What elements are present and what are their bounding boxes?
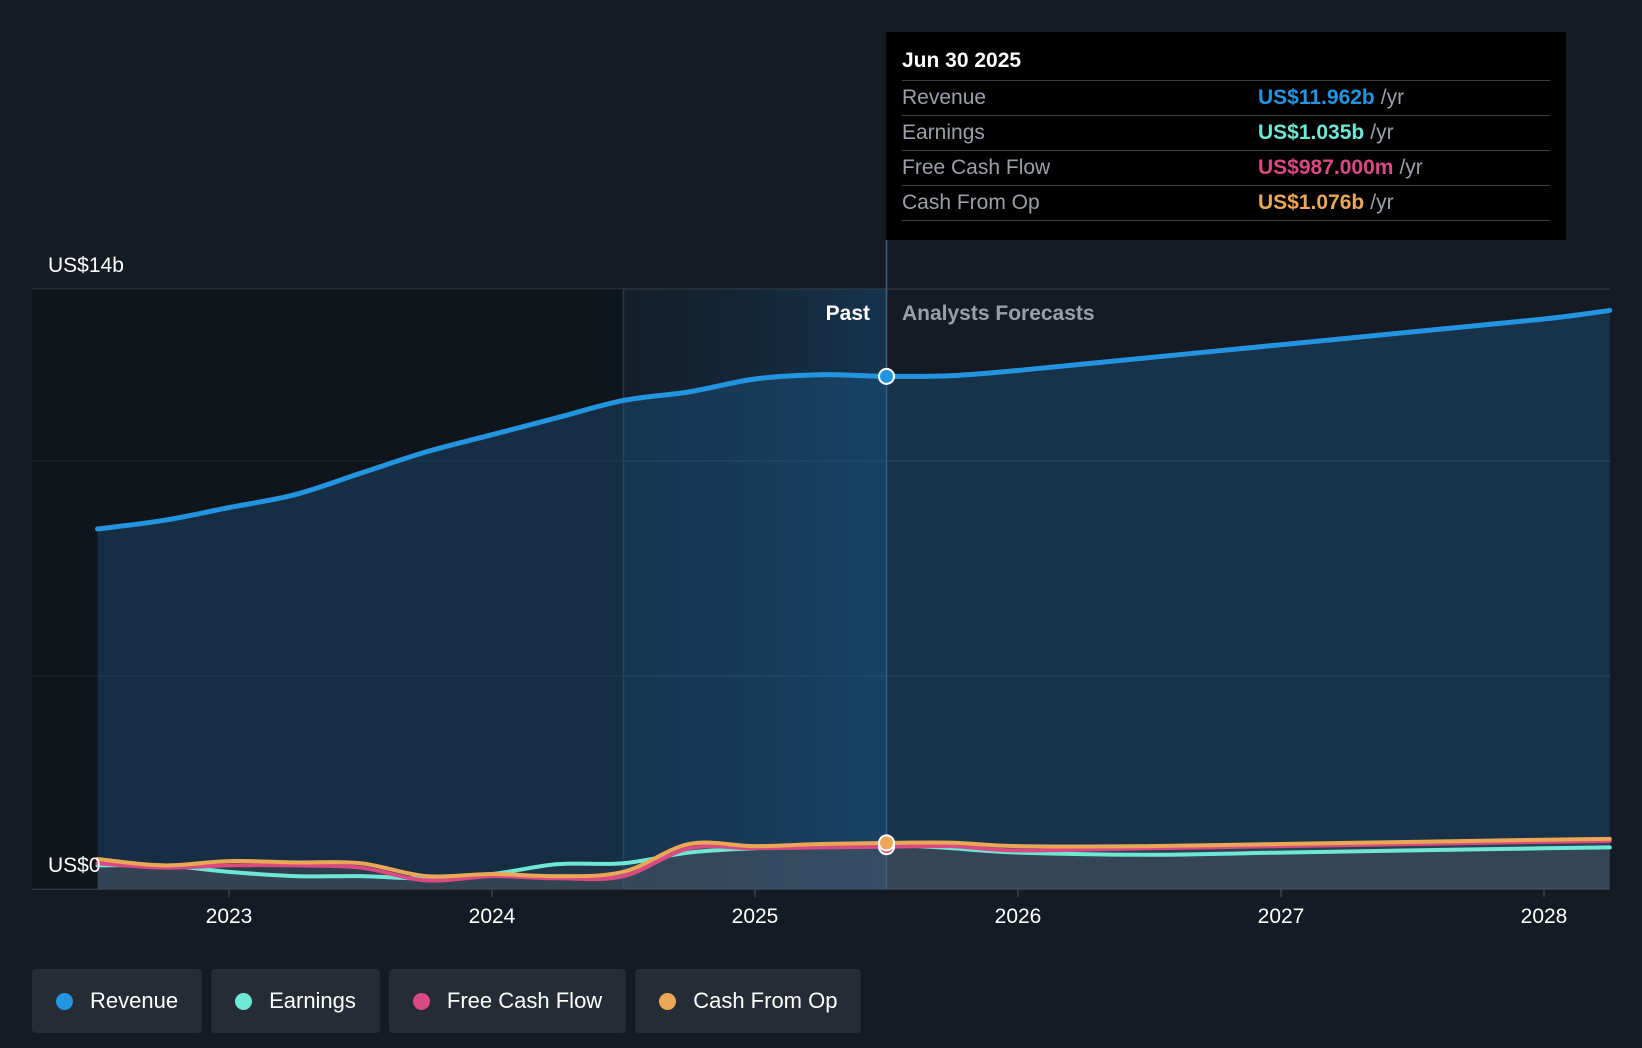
series-areas [97, 310, 1610, 889]
legend-label: Earnings [269, 988, 356, 1013]
tooltip-value: US$987.000m [1258, 156, 1394, 179]
tooltip-row-revenue: Revenue US$11.962b /yr [902, 80, 1550, 115]
data-tooltip: Jun 30 2025 Revenue US$11.962b /yr Earni… [886, 32, 1566, 240]
tooltip-label: Revenue [902, 86, 987, 109]
marker-cash-from-op[interactable] [878, 834, 895, 852]
tooltip-label: Earnings [902, 121, 985, 144]
tooltip-value: US$11.962b [1258, 86, 1375, 109]
y-axis-min-label: US$0 [48, 854, 101, 877]
x-tick-label: 2028 [1521, 905, 1568, 928]
series-lines [95, 307, 1613, 883]
legend-label: Revenue [90, 988, 179, 1013]
past-shading [32, 289, 624, 889]
period-shading [32, 240, 888, 889]
tooltip-unit: /yr [1399, 156, 1423, 179]
line-revenue [95, 307, 1613, 532]
legend-item-revenue[interactable]: Revenue [32, 969, 203, 1033]
y-axis-max-label: US$14b [48, 254, 124, 277]
x-tick-label: 2025 [732, 905, 779, 928]
legend-item-cash-from-op[interactable]: Cash From Op [635, 969, 862, 1033]
x-axis-ticks: 2023 2024 2025 2026 2027 2028 [206, 889, 1568, 928]
cash-from-op-dot-icon [659, 992, 677, 1010]
x-tick-label: 2027 [1258, 905, 1305, 928]
earnings-dot-icon [235, 992, 253, 1010]
chart-legend: Revenue Earnings Free Cash Flow Cash Fro… [32, 969, 862, 1033]
legend-item-earnings[interactable]: Earnings [211, 969, 380, 1033]
marker-revenue[interactable] [878, 367, 895, 385]
tooltip-unit: /yr [1380, 86, 1405, 109]
x-tick-label: 2024 [469, 905, 516, 928]
axis-labels: US$14b US$0 Past Analysts Forecasts [48, 254, 1095, 877]
legend-item-free-cash-flow[interactable]: Free Cash Flow [388, 969, 627, 1033]
legend-label: Cash From Op [693, 988, 838, 1013]
tooltip-row-free-cash-flow: Free Cash Flow US$987.000m /yr [902, 150, 1550, 185]
tooltip-row-earnings: Earnings US$1.035b /yr [902, 115, 1550, 150]
legend-label: Free Cash Flow [446, 988, 603, 1013]
tooltip-row-cash-from-op: Cash From Op US$1.076b /yr [902, 185, 1550, 221]
x-tick-label: 2023 [206, 905, 253, 928]
tooltip-unit: /yr [1370, 121, 1394, 144]
tooltip-value: US$1.076b [1258, 191, 1365, 214]
series-markers [878, 367, 895, 856]
area-revenue [97, 310, 1610, 889]
tooltip-value: US$1.035b [1258, 121, 1365, 144]
tooltip-label: Cash From Op [902, 191, 1040, 214]
highlight-shading [623, 289, 887, 889]
past-label: Past [826, 302, 870, 325]
tooltip-label: Free Cash Flow [902, 156, 1051, 179]
x-tick-label: 2026 [995, 905, 1042, 928]
free-cash-flow-dot-icon [412, 992, 430, 1010]
forecast-label: Analysts Forecasts [902, 302, 1095, 325]
tooltip-date: Jun 30 2025 [902, 49, 1022, 72]
revenue-dot-icon [56, 992, 73, 1010]
line-cash-from-op [95, 836, 1612, 879]
line-free-cash-flow [95, 839, 1612, 883]
tooltip-unit: /yr [1370, 191, 1394, 214]
